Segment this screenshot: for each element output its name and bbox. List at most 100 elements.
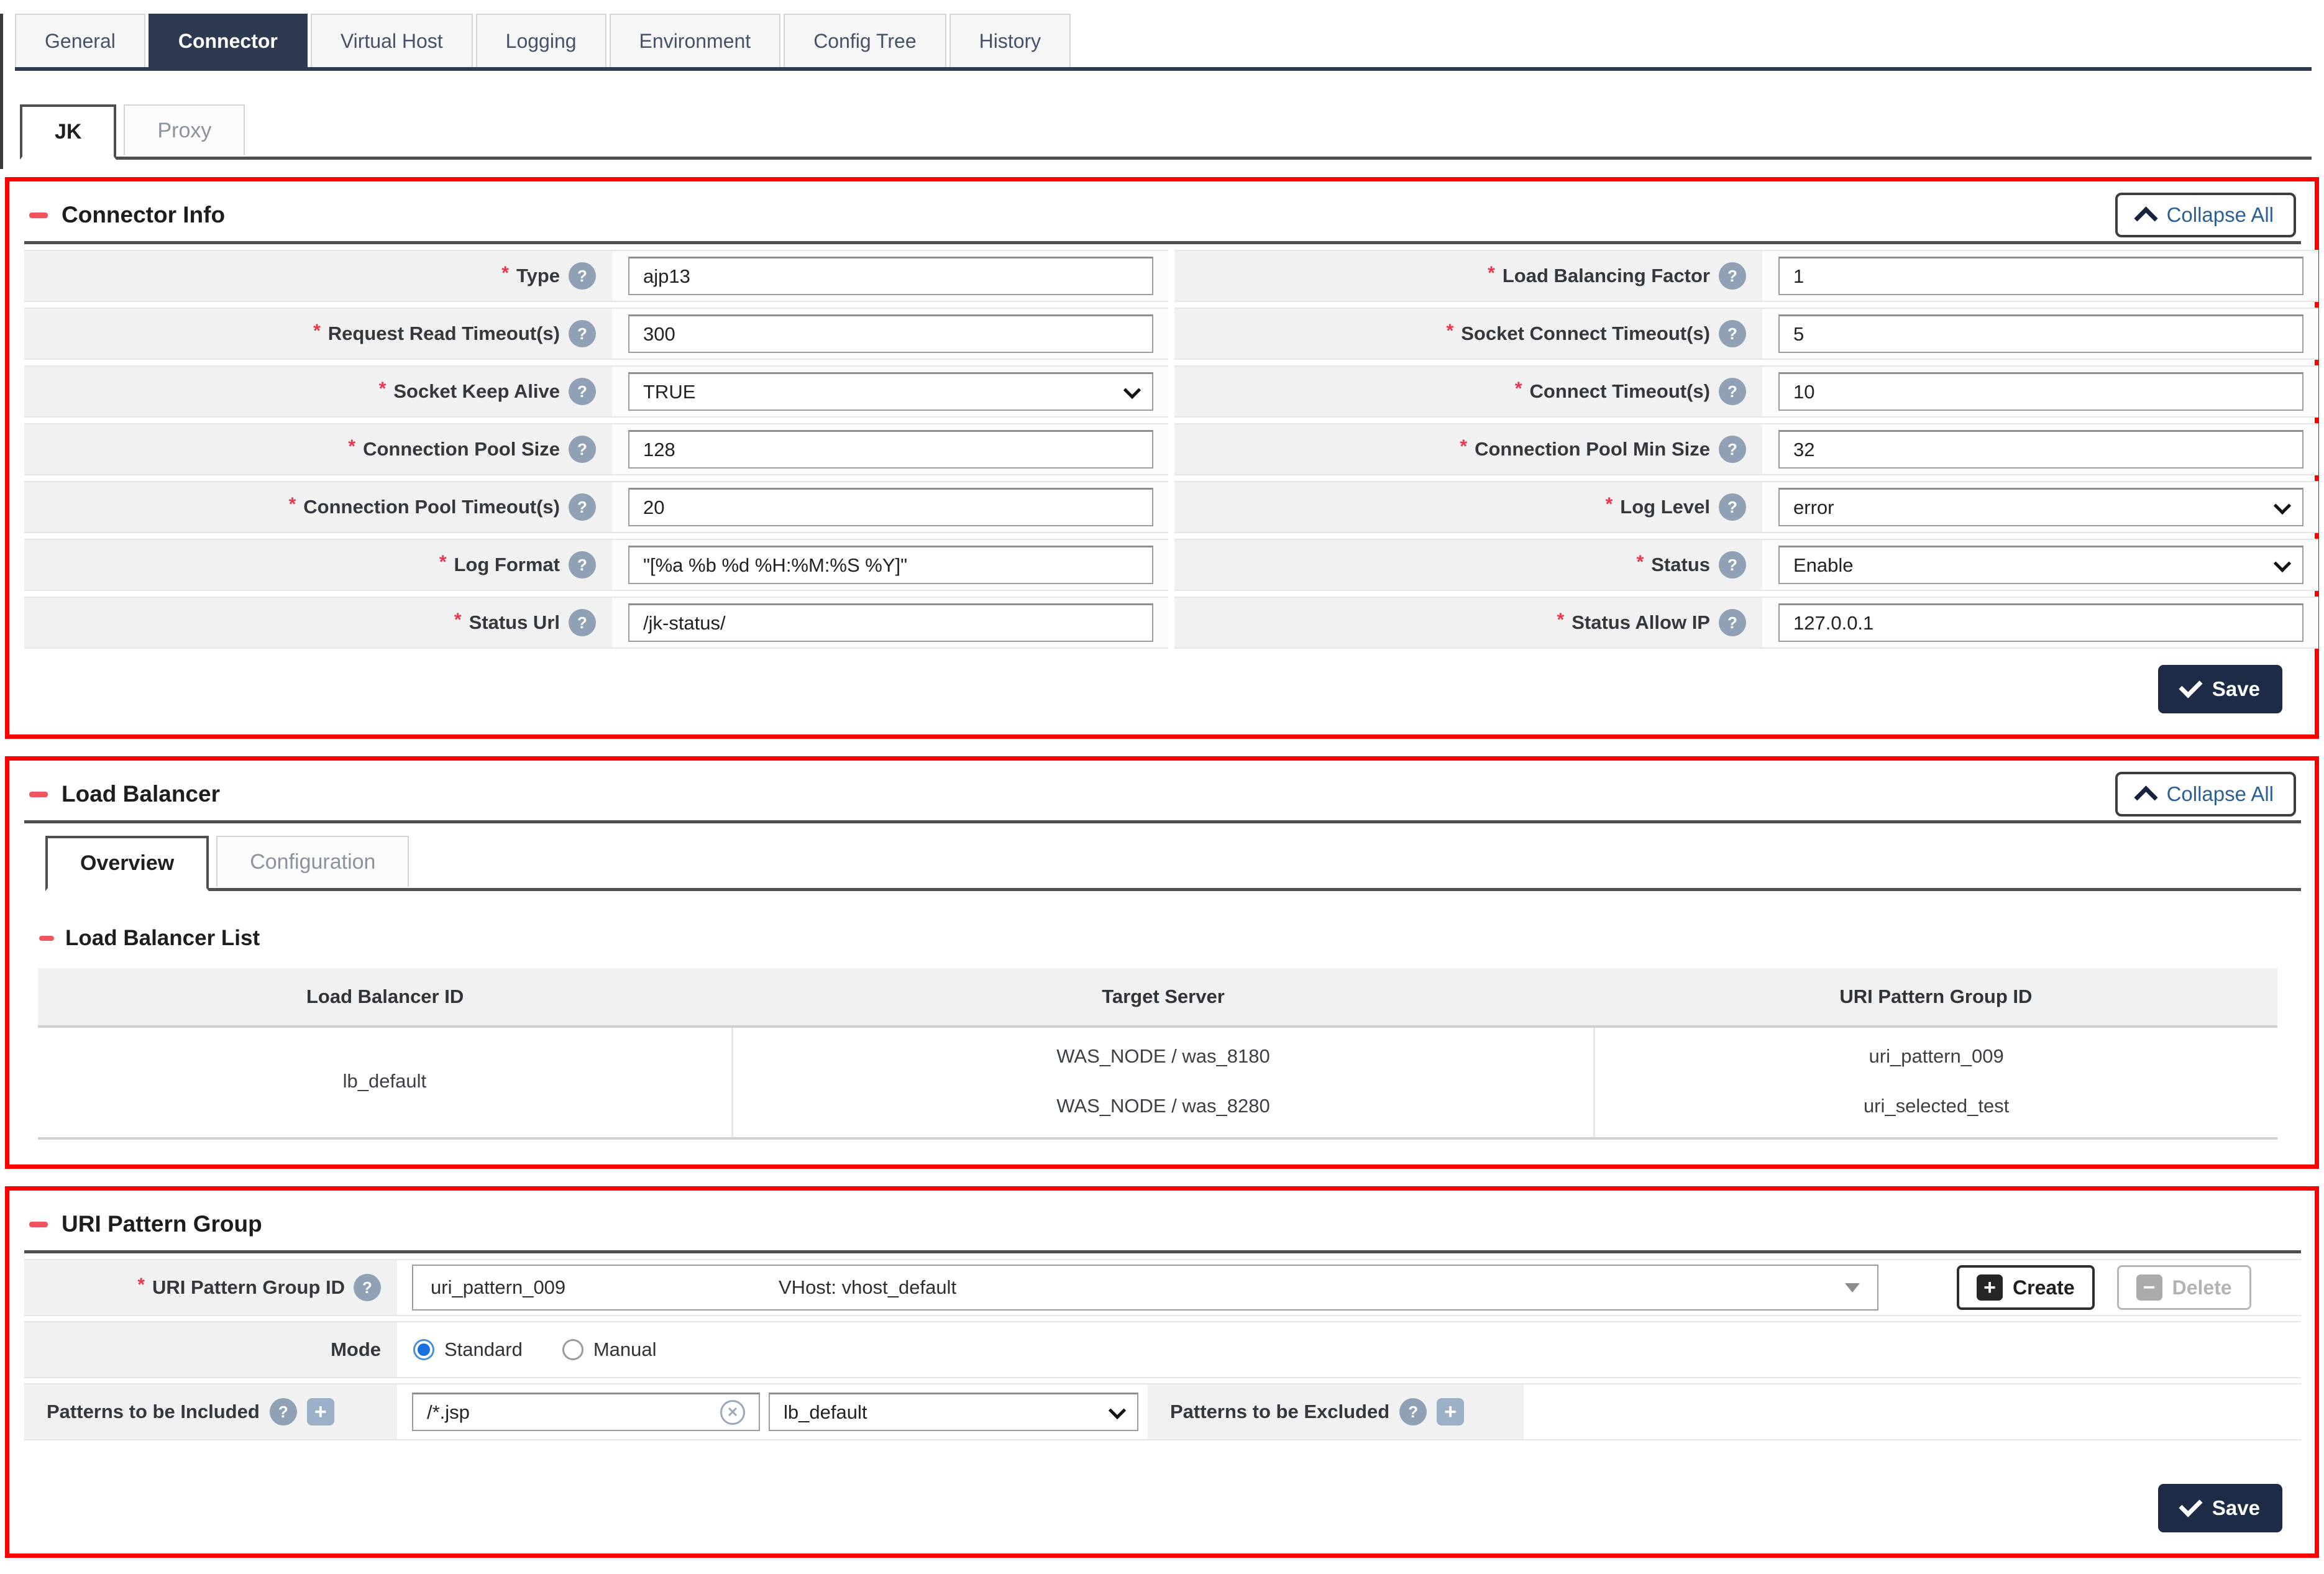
field-label-text: Connection Pool Min Size bbox=[1475, 438, 1710, 460]
help-icon[interactable]: ? bbox=[569, 609, 596, 636]
field-value-cell: "[%a %b %d %H:%M:%S %Y]" bbox=[612, 540, 1168, 590]
tab-connector[interactable]: Connector bbox=[148, 14, 308, 67]
field-label-text: Log Level bbox=[1620, 496, 1710, 518]
tab-general[interactable]: General bbox=[15, 14, 145, 67]
uri-pattern-group-id-select[interactable]: uri_pattern_009 VHost: vhost_default bbox=[412, 1265, 1878, 1311]
chevron-up-icon bbox=[2133, 206, 2158, 231]
connector-info-form: * Type? ajp13 * Load Balancing Factor? 1 *… bbox=[24, 244, 2318, 649]
field-label-text: URI Pattern Group ID bbox=[152, 1276, 345, 1298]
connection-pool-min-size-input[interactable]: 32 bbox=[1778, 430, 2303, 469]
load-balancing-factor-input[interactable]: 1 bbox=[1778, 257, 2303, 295]
help-icon[interactable]: ? bbox=[569, 551, 596, 579]
radio-manual[interactable] bbox=[562, 1339, 583, 1360]
help-icon[interactable]: ? bbox=[569, 493, 596, 521]
help-icon[interactable]: ? bbox=[1719, 436, 1746, 463]
help-icon[interactable]: ? bbox=[569, 320, 596, 347]
page-left-edge bbox=[0, 14, 3, 169]
collapse-all-button[interactable]: Collapse All bbox=[2115, 772, 2296, 817]
collapse-all-button[interactable]: Collapse All bbox=[2115, 193, 2296, 237]
form-row: * Connection Pool Timeout(s)? 20 bbox=[24, 481, 1168, 533]
tab-overview[interactable]: Overview bbox=[45, 836, 209, 891]
patterns-value-cell: /*.jsp ✕ lb_default Patterns to be Exclu… bbox=[397, 1384, 2301, 1439]
field-value-cell: /jk-status/ bbox=[612, 598, 1168, 647]
status-url-input[interactable]: /jk-status/ bbox=[628, 603, 1153, 642]
create-button[interactable]: + Create bbox=[1957, 1265, 2095, 1310]
help-icon[interactable]: ? bbox=[1399, 1398, 1427, 1425]
form-row: * Status Allow IP? 127.0.0.1 bbox=[1174, 597, 2318, 649]
add-icon[interactable]: + bbox=[306, 1398, 334, 1425]
tab-history[interactable]: History bbox=[949, 14, 1071, 67]
help-icon[interactable]: ? bbox=[1719, 609, 1746, 636]
section-title: Load Balancer bbox=[29, 781, 220, 807]
form-row: Patterns to be Included ? + /*.jsp ✕ lb_… bbox=[24, 1383, 2301, 1440]
socket-keep-alive-select[interactable]: TRUE bbox=[628, 372, 1153, 411]
request-read-timeout-input[interactable]: 300 bbox=[628, 314, 1153, 353]
help-icon[interactable]: ? bbox=[269, 1398, 297, 1425]
connect-timeout-input[interactable]: 10 bbox=[1778, 372, 2303, 411]
minus-icon: − bbox=[2136, 1274, 2162, 1301]
field-label: * Request Read Timeout(s)? bbox=[24, 309, 612, 359]
tab-virtual-host[interactable]: Virtual Host bbox=[310, 14, 473, 67]
help-icon[interactable]: ? bbox=[569, 436, 596, 463]
help-icon[interactable]: ? bbox=[1719, 493, 1746, 521]
field-label: * Socket Connect Timeout(s)? bbox=[1174, 309, 1762, 359]
input-value: 10 bbox=[1793, 380, 1815, 403]
radio-standard[interactable] bbox=[413, 1339, 434, 1360]
tab-config-tree[interactable]: Config Tree bbox=[784, 14, 946, 67]
load-balancer-tab-bar: Overview Configuration bbox=[45, 836, 2301, 891]
included-target-select[interactable]: lb_default bbox=[769, 1393, 1138, 1431]
connection-pool-timeout-input[interactable]: 20 bbox=[628, 488, 1153, 526]
field-label-text: Socket Connect Timeout(s) bbox=[1461, 323, 1710, 344]
tab-logging[interactable]: Logging bbox=[475, 14, 606, 67]
log-format-input[interactable]: "[%a %b %d %H:%M:%S %Y]" bbox=[628, 546, 1153, 584]
field-label: * Status Url? bbox=[24, 598, 612, 647]
help-icon[interactable]: ? bbox=[1719, 378, 1746, 405]
field-label: * URI Pattern Group ID ? bbox=[24, 1260, 397, 1315]
input-value: /*.jsp bbox=[427, 1401, 470, 1423]
delete-button[interactable]: − Delete bbox=[2116, 1265, 2251, 1310]
help-icon[interactable]: ? bbox=[354, 1274, 381, 1301]
socket-connect-timeout-input[interactable]: 5 bbox=[1778, 314, 2303, 353]
field-label-text: Socket Keep Alive bbox=[393, 380, 560, 402]
list-title-text: Load Balancer List bbox=[65, 926, 260, 950]
clear-icon[interactable]: ✕ bbox=[720, 1399, 745, 1425]
field-label-text: Load Balancing Factor bbox=[1502, 265, 1710, 286]
field-value-cell: 32 bbox=[1762, 424, 2318, 474]
help-icon[interactable]: ? bbox=[1719, 551, 1746, 579]
save-button[interactable]: Save bbox=[2157, 665, 2282, 713]
help-icon[interactable]: ? bbox=[569, 262, 596, 290]
uri-pattern-group-section: URI Pattern Group * URI Pattern Group ID… bbox=[5, 1186, 2319, 1558]
add-icon[interactable]: + bbox=[1437, 1398, 1465, 1425]
save-button[interactable]: Save bbox=[2157, 1484, 2282, 1532]
status-select[interactable]: Enable bbox=[1778, 546, 2303, 584]
select-value: error bbox=[1793, 496, 1834, 518]
tab-environment[interactable]: Environment bbox=[609, 14, 781, 67]
status-allow-ip-input[interactable]: 127.0.0.1 bbox=[1778, 603, 2303, 642]
tab-jk[interactable]: JK bbox=[20, 104, 117, 160]
chevron-down-icon bbox=[2273, 496, 2292, 515]
required-marker: * bbox=[1557, 610, 1565, 630]
required-marker: * bbox=[439, 552, 447, 572]
select-value: Enable bbox=[1793, 554, 1854, 576]
required-marker: * bbox=[137, 1274, 145, 1295]
help-icon[interactable]: ? bbox=[1719, 262, 1746, 290]
select-value: TRUE bbox=[643, 380, 696, 403]
tab-configuration[interactable]: Configuration bbox=[216, 836, 409, 887]
tab-proxy[interactable]: Proxy bbox=[124, 104, 245, 155]
type-input[interactable]: ajp13 bbox=[628, 257, 1153, 295]
field-label-text: Patterns to be Included bbox=[47, 1401, 260, 1422]
help-icon[interactable]: ? bbox=[1719, 320, 1746, 347]
input-value: 5 bbox=[1793, 323, 1805, 345]
field-label: * Load Balancing Factor? bbox=[1174, 251, 1762, 301]
create-label: Create bbox=[2013, 1276, 2075, 1299]
log-level-select[interactable]: error bbox=[1778, 488, 2303, 526]
form-row: * Socket Connect Timeout(s)? 5 bbox=[1174, 308, 2318, 360]
input-value: 300 bbox=[643, 323, 675, 345]
help-icon[interactable]: ? bbox=[569, 378, 596, 405]
target-server-cell: WAS_NODE / was_8180 WAS_NODE / was_8280 bbox=[731, 1027, 1594, 1140]
included-pattern-input[interactable]: /*.jsp ✕ bbox=[412, 1393, 760, 1431]
field-value-cell: Enable bbox=[1762, 540, 2318, 590]
connection-pool-size-input[interactable]: 128 bbox=[628, 430, 1153, 469]
field-label-text: Type bbox=[516, 265, 560, 286]
